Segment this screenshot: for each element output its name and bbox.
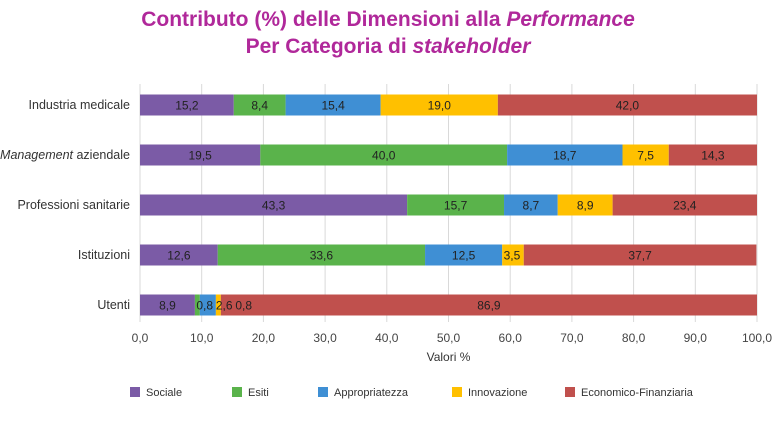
bar-segment [215, 294, 221, 316]
legend-swatch [318, 387, 328, 397]
bar-segment [140, 294, 195, 316]
x-tick-label: 50,0 [437, 331, 461, 345]
data-label: 8,9 [577, 199, 594, 213]
bar-segment [497, 94, 757, 116]
chart-title: Contributo (%) delle Dimensioni alla Per… [0, 6, 776, 60]
category-label: Utenti [97, 298, 130, 312]
bar-segment [233, 94, 286, 116]
data-label: 14,3 [701, 149, 725, 163]
x-tick-label: 80,0 [622, 331, 646, 345]
legend-label: Esiti [248, 387, 269, 399]
data-label: 42,0 [616, 99, 640, 113]
axis-layer: 0,0 10,0 20,0 30,0 40,0 50,0 60,0 70,0 80,0 90,0 1… [0, 98, 772, 364]
x-tick-label: 30,0 [313, 331, 337, 345]
bar-segment [523, 244, 757, 266]
category-label: Professioni sanitarie [17, 198, 130, 212]
data-label: 19,5 [188, 149, 212, 163]
bar-segment [140, 244, 218, 266]
data-label: 8,9 [159, 299, 176, 313]
data-label: 0,8 [235, 299, 252, 313]
bar-segment [217, 244, 426, 266]
bar-segment [557, 194, 613, 216]
chart-title-line2: Per Categoria di stakeholder [0, 33, 776, 60]
title-line1-text: Contributo (%) delle Dimensioni alla [141, 8, 507, 31]
bar-segment [199, 294, 216, 316]
bar-segment [507, 144, 623, 166]
bar-segment [140, 144, 261, 166]
chart-title-line1: Contributo (%) delle Dimensioni alla Per… [0, 6, 776, 33]
legend-swatch [452, 387, 462, 397]
data-label: 7,5 [637, 149, 654, 163]
bar-segment [502, 244, 524, 266]
data-label: 40,0 [372, 149, 396, 163]
bar-segment [260, 144, 508, 166]
data-label: 12,5 [452, 249, 476, 263]
data-label: 8,7 [523, 199, 540, 213]
label-layer: 15,2 8,4 15,4 19,0 42,0 19,5 40,0 18,7 7,5 14,3 43… [159, 99, 725, 313]
data-label: 86,9 [477, 299, 501, 313]
bar-segment [380, 94, 498, 116]
data-label: 2,6 [216, 299, 233, 313]
bar-segment [140, 94, 234, 116]
bar-segment [622, 144, 669, 166]
bar-segment [285, 94, 381, 116]
x-tick-label: 20,0 [252, 331, 276, 345]
data-label: 3,5 [504, 249, 521, 263]
bar-segment [504, 194, 558, 216]
category-label: Management aziendale [0, 148, 130, 162]
x-tick-label: 90,0 [684, 331, 708, 345]
data-label: 37,7 [628, 249, 652, 263]
legend: Sociale Esiti Appropriatezza Innovazione Eco… [130, 387, 694, 399]
data-label: 12,6 [167, 249, 191, 263]
title-line2-emphasis: stakeholder [412, 35, 531, 58]
legend-label: Sociale [146, 387, 182, 399]
bar-segment [668, 144, 757, 166]
x-tick-label: 70,0 [560, 331, 584, 345]
data-label: 43,3 [262, 199, 286, 213]
bar-segment [194, 294, 200, 316]
x-tick-label: 40,0 [375, 331, 399, 345]
category-label-emphasis: Management [0, 148, 73, 162]
data-label: 33,6 [310, 249, 334, 263]
bar-segment [425, 244, 503, 266]
title-line2-text: Per Categoria di [245, 35, 413, 58]
data-label: 23,4 [673, 199, 697, 213]
x-tick-label: 60,0 [499, 331, 523, 345]
x-tick-label: 100,0 [742, 331, 772, 345]
legend-label: Innovazione [468, 387, 527, 399]
data-label: 19,0 [428, 99, 452, 113]
bar-segment [140, 194, 408, 216]
category-label: Istituzioni [78, 248, 130, 262]
legend-swatch [232, 387, 242, 397]
data-label: 15,2 [175, 99, 199, 113]
bar-layer [140, 94, 757, 316]
category-label-text: aziendale [73, 148, 130, 162]
title-line1-emphasis: Performance [506, 8, 635, 31]
bar-segment [612, 194, 757, 216]
data-label: 18,7 [553, 149, 577, 163]
bar-segment [407, 194, 505, 216]
x-tick-label: 10,0 [190, 331, 214, 345]
x-axis-title: Valori % [427, 350, 471, 364]
legend-swatch [565, 387, 575, 397]
x-tick-label: 0,0 [132, 331, 149, 345]
bar-segment [220, 294, 757, 316]
legend-label: Economico-Finanziaria [581, 387, 694, 399]
category-label: Industria medicale [29, 98, 130, 112]
data-label: 8,4 [251, 99, 268, 113]
data-label: 15,7 [444, 199, 468, 213]
data-label: 0,8 [196, 299, 213, 313]
data-label: 15,4 [321, 99, 345, 113]
legend-label: Appropriatezza [334, 387, 409, 399]
legend-swatch [130, 387, 140, 397]
